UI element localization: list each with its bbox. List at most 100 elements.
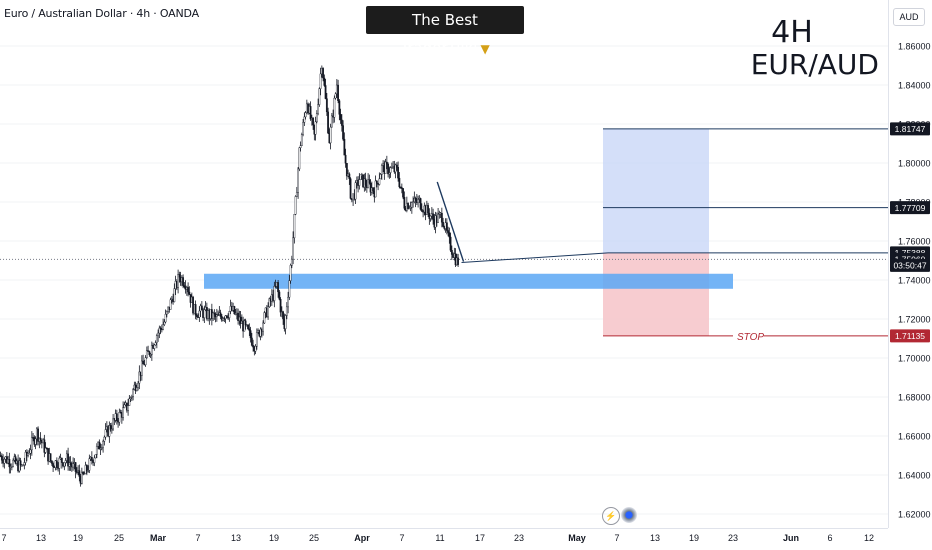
x-tick-label: 13 <box>231 533 241 543</box>
candle <box>94 454 97 459</box>
candle <box>127 398 130 416</box>
candle <box>249 326 252 343</box>
candle <box>90 451 93 465</box>
bear-candle-body <box>387 163 389 175</box>
candle <box>400 183 403 194</box>
bull-candle-body <box>268 298 271 307</box>
price-axis-label-text: 1.81747 <box>895 124 926 134</box>
bear-candle-body <box>340 119 343 126</box>
bear-candle-body <box>344 154 347 164</box>
candle <box>39 432 42 445</box>
bear-candle-body <box>277 282 279 293</box>
profit-zone <box>603 128 709 253</box>
price-axis-label-bg <box>890 122 930 136</box>
candle <box>8 452 11 474</box>
bull-candle-body <box>259 328 262 337</box>
bull-candle-body <box>137 382 139 388</box>
candle <box>324 79 327 100</box>
candle <box>267 302 269 320</box>
bull-candle-body <box>333 97 336 118</box>
candle <box>3 457 6 469</box>
x-tick-label: 7 <box>399 533 404 543</box>
candle <box>348 172 351 185</box>
candles-group <box>0 65 459 487</box>
candle <box>449 232 452 253</box>
candle <box>273 281 276 308</box>
bull-candle-body <box>203 309 206 318</box>
bull-candle-body <box>290 258 293 266</box>
x-tick-label: 7 <box>614 533 619 543</box>
bear-candle-body <box>428 212 431 219</box>
candle <box>140 355 143 381</box>
bull-candle-body <box>329 126 332 144</box>
bull-candle-body <box>108 425 111 437</box>
stop-label: STOP <box>737 332 764 343</box>
bear-candle-body <box>447 230 449 233</box>
bear-candle-body <box>395 164 398 168</box>
bull-candle-body <box>118 412 121 423</box>
bull-candle-body <box>72 463 75 468</box>
bull-candle-body <box>384 161 387 174</box>
bear-candle-body <box>188 291 191 295</box>
bear-candle-body <box>402 188 404 198</box>
candle <box>279 297 282 317</box>
candle <box>184 280 187 294</box>
candle <box>414 196 417 208</box>
candle <box>80 467 83 485</box>
bull-candle-body <box>388 172 391 175</box>
lightning-icon[interactable]: ⚡ <box>602 507 620 525</box>
price-axis-label-bg <box>890 201 930 215</box>
candle <box>390 162 393 169</box>
candle <box>345 163 348 180</box>
candle <box>380 163 383 180</box>
bear-candle-body <box>364 178 367 186</box>
bear-candle-body <box>244 320 247 326</box>
x-tick-label: 7 <box>195 533 200 543</box>
candle <box>304 110 307 120</box>
bull-candle-body <box>102 441 105 448</box>
candle <box>413 191 416 204</box>
candle <box>440 207 443 228</box>
candle <box>78 464 81 482</box>
bull-candle-body <box>429 215 432 219</box>
x-tick-label: 11 <box>435 533 444 543</box>
candle <box>427 202 429 218</box>
bull-candle-body <box>94 454 97 459</box>
candle <box>55 457 58 471</box>
pair-label: EUR/AUD <box>750 48 879 81</box>
candle <box>388 166 391 179</box>
candle <box>252 339 254 352</box>
bull-candle-body <box>23 462 26 466</box>
bull-candle-body <box>394 164 397 173</box>
candle <box>194 300 197 320</box>
candle <box>250 332 253 347</box>
candle <box>203 305 206 323</box>
candle <box>315 110 318 124</box>
candle <box>82 471 85 476</box>
x-tick-label: 19 <box>73 533 83 543</box>
price-axis-panel <box>888 0 932 550</box>
candle <box>212 311 214 321</box>
currency-button[interactable]: AUD <box>893 8 925 26</box>
candle <box>314 116 317 141</box>
candle <box>337 79 339 104</box>
bull-candle-body <box>358 179 361 186</box>
bear-candle-body <box>195 314 198 317</box>
globe-icon[interactable] <box>621 507 637 523</box>
candle <box>410 201 413 214</box>
candle <box>155 333 158 349</box>
bull-candle-body <box>319 73 322 89</box>
candle <box>398 172 401 189</box>
bear-candle-body <box>325 98 328 113</box>
candle <box>182 274 184 289</box>
candle <box>225 315 228 319</box>
bull-candle-body <box>294 196 297 215</box>
bear-candle-body <box>338 100 341 115</box>
bull-candle-body <box>300 134 303 146</box>
candle <box>437 208 439 223</box>
candle <box>349 177 352 200</box>
x-tick-label: 25 <box>114 533 124 543</box>
candle <box>72 457 75 471</box>
candle <box>457 253 459 267</box>
